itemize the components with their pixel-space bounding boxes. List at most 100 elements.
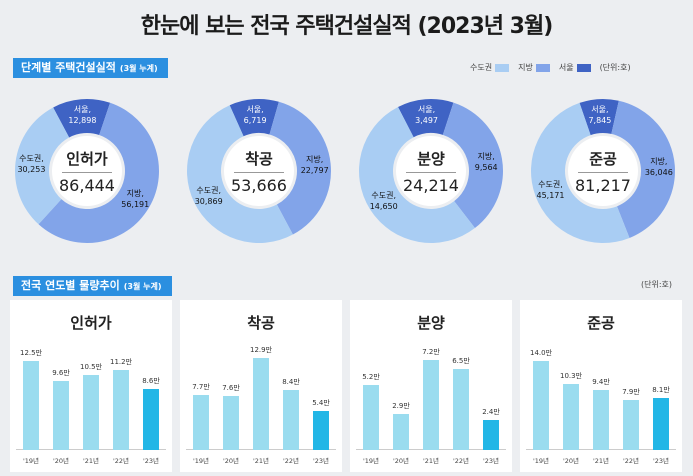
bar-value-label: 7.9만 [622, 387, 640, 396]
donut-svg-0 [14, 99, 159, 243]
donut-label-value: 9,564 [474, 162, 498, 172]
x-tick-label: '19년 [362, 457, 380, 465]
donut-label-서울: 서울, 12,898 [62, 104, 102, 126]
bar-value-label: 10.5만 [79, 363, 103, 371]
donut-label-지방: 지방, 36,046 [639, 156, 679, 178]
donut-slice-서울 [398, 99, 454, 138]
bar-panel-title: 인허가 [70, 314, 112, 332]
bar-panel-0: 인허가 12.5만 '19년 9.6만 '20년 10.5만 '21년 11.2만 '22년 8.… [10, 300, 172, 472]
donut-title: 분양 [417, 150, 445, 168]
donut-divider [578, 172, 628, 173]
donut-chart-2: 분양 24,214 서울, 3,497 지방, 9,564 수도권, 14,650 [356, 96, 506, 246]
donut-label-value: 30,253 [17, 165, 46, 175]
bar [193, 395, 209, 450]
x-tick-label: '21년 [82, 457, 100, 465]
donut-total: 24,214 [403, 176, 459, 195]
bar-panel-title: 착공 [247, 314, 275, 332]
bar [423, 360, 439, 450]
donut-divider [406, 172, 456, 173]
bar-value-label: 9.6만 [52, 369, 70, 378]
donut-title: 준공 [589, 150, 617, 168]
donut-slice-수도권 [530, 102, 630, 244]
donut-slice-수도권 [186, 105, 293, 243]
donut-label-value: 36,046 [644, 167, 673, 177]
unit-label-top: (단위:호) [599, 63, 631, 72]
x-tick-label: '23년 [312, 457, 330, 465]
donut-label-수도권: 수도권, 30,253 [11, 153, 51, 175]
bar-value-label: 2.9만 [392, 401, 410, 410]
donut-label-수도권: 수도권, 45,171 [530, 179, 570, 201]
donut-slice-지방 [269, 101, 331, 235]
donut-label-수도권: 수도권, 30,869 [189, 185, 229, 207]
donut-slice-서울 [579, 99, 619, 136]
bar-value-label: 14.0만 [529, 348, 553, 357]
x-tick-label: '23년 [142, 457, 160, 465]
bar [113, 370, 129, 450]
bar-value-label: 8.4만 [282, 378, 300, 386]
x-tick-label: '20년 [562, 457, 580, 465]
donut-label-수도권: 수도권, 14,650 [364, 190, 404, 212]
donut-label-name: 수도권, [19, 154, 44, 164]
legend-region-label: 지방 [518, 63, 533, 72]
legend: 수도권 지방 서울 (단위:호) [470, 62, 631, 73]
bar-panel-3: 준공 14.0만 '19년 10.3만 '20년 9.4만 '21년 7.9만 '22년 8.1만… [520, 300, 682, 472]
bar-value-label: 7.6만 [222, 383, 240, 392]
x-tick-label: '20년 [52, 457, 70, 465]
bar [563, 384, 579, 450]
donut-label-value: 6,719 [243, 116, 267, 126]
section-label-trend-sub: (3월 누계) [123, 282, 162, 291]
bar-value-label: 11.2만 [109, 358, 133, 366]
page-title: 한눈에 보는 전국 주택건설실적 (2023년 3월) [140, 14, 554, 39]
legend-metro-swatch [495, 63, 510, 72]
donut-divider [62, 172, 112, 173]
donut-label-서울: 서울, 6,719 [235, 104, 275, 126]
x-tick-label: '22년 [622, 457, 640, 465]
bar [253, 357, 269, 450]
unit-label-bottom: (단위:호) [641, 280, 673, 289]
donut-center: 준공 81,217 [568, 136, 638, 206]
bar-value-label: 7.7만 [192, 383, 210, 391]
section-label-trend: 전국 연도별 물량추이 (3월 누계) [13, 276, 172, 296]
x-tick-label: '23년 [652, 457, 670, 465]
bar-value-label: 6.5만 [452, 356, 470, 365]
donut-label-value: 3,497 [415, 116, 439, 126]
donut-title: 착공 [245, 150, 273, 168]
bar-value-label: 12.9만 [249, 345, 273, 354]
donut-label-name: 수도권, [538, 180, 563, 190]
bar-panel-title: 분양 [417, 314, 445, 332]
donut-label-name: 지방, [650, 156, 668, 166]
bar [313, 411, 329, 450]
x-tick-label: '22년 [112, 457, 130, 465]
donut-slice-서울 [229, 99, 279, 137]
bar [283, 390, 299, 450]
donut-total: 53,666 [231, 176, 287, 195]
donut-chart-1: 착공 53,666 서울, 6,719 지방, 22,797 수도권, 30,869 [184, 96, 334, 246]
donut-center: 착공 53,666 [224, 136, 294, 206]
donut-chart-0: 인허가 86,444 서울, 12,898 지방, 56,191 수도권, 30,253 [12, 96, 162, 246]
section-label-stage-sub: (3월 누계) [119, 64, 158, 73]
bar-value-label: 8.1만 [652, 386, 670, 395]
bar-value-label: 2.4만 [482, 408, 500, 416]
donut-label-name: 서울, [73, 105, 92, 115]
donut-label-value: 14,650 [369, 202, 398, 212]
donut-label-name: 서울, [246, 105, 264, 115]
donut-divider [234, 172, 284, 173]
x-tick-label: '20년 [392, 457, 410, 465]
bar [593, 390, 609, 450]
donut-label-value: 22,797 [300, 166, 329, 176]
donut-total: 86,444 [59, 176, 115, 195]
section-label-trend-text: 전국 연도별 물량추이 [21, 279, 120, 292]
donut-label-지방: 지방, 56,191 [115, 188, 155, 210]
x-tick-label: '19년 [22, 457, 40, 465]
bar [83, 375, 99, 450]
bar-value-label: 9.4만 [592, 378, 610, 387]
donut-label-name: 지방, [306, 155, 324, 165]
legend-metro-label: 수도권 [470, 63, 493, 72]
bar-value-label: 5.2만 [362, 373, 380, 381]
donut-svg-1 [186, 99, 331, 243]
bar [653, 398, 669, 450]
donut-center: 인허가 86,444 [52, 136, 122, 206]
bar-panel-2: 분양 5.2만 '19년 2.9만 '20년 7.2만 '21년 6.5만 '22년 2.4만 '2… [350, 300, 512, 472]
x-tick-label: '23년 [482, 457, 500, 465]
donut-center: 분양 24,214 [396, 136, 466, 206]
